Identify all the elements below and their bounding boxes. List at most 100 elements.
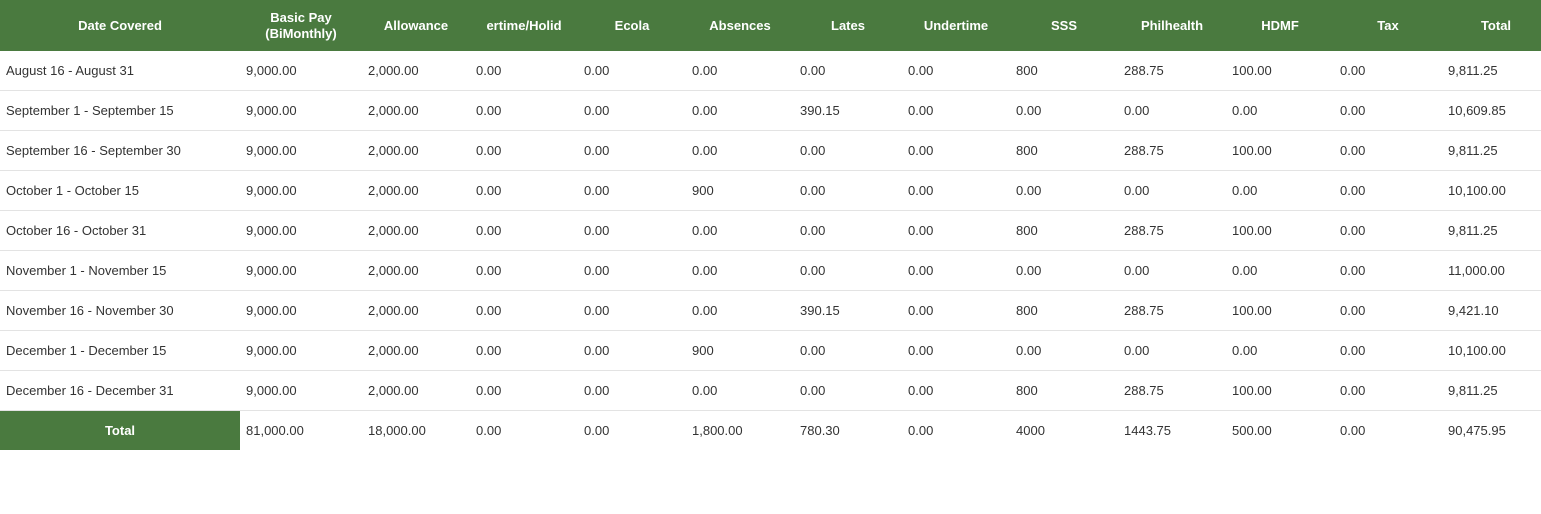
cell-date: November 16 - November 30: [0, 291, 240, 331]
cell-allowance: 2,000.00: [362, 211, 470, 251]
cell-sss: 800: [1010, 291, 1118, 331]
cell-date: September 16 - September 30: [0, 131, 240, 171]
cell-hdmf: 100.00: [1226, 371, 1334, 411]
total-philhealth: 1443.75: [1118, 411, 1226, 451]
cell-date: September 1 - September 15: [0, 91, 240, 131]
table-row[interactable]: October 16 - October 319,000.002,000.000…: [0, 211, 1541, 251]
cell-ecola: 0.00: [578, 211, 686, 251]
cell-basic: 9,000.00: [240, 251, 362, 291]
cell-date: October 1 - October 15: [0, 171, 240, 211]
cell-total: 11,000.00: [1442, 251, 1541, 291]
total-basic: 81,000.00: [240, 411, 362, 451]
total-lates: 780.30: [794, 411, 902, 451]
cell-sss: 0.00: [1010, 171, 1118, 211]
total-ecola: 0.00: [578, 411, 686, 451]
cell-sss: 800: [1010, 131, 1118, 171]
cell-date: November 1 - November 15: [0, 251, 240, 291]
cell-ecola: 0.00: [578, 131, 686, 171]
total-undertime: 0.00: [902, 411, 1010, 451]
cell-tax: 0.00: [1334, 51, 1442, 91]
cell-ecola: 0.00: [578, 251, 686, 291]
total-total: 90,475.95: [1442, 411, 1541, 451]
cell-undertime: 0.00: [902, 91, 1010, 131]
cell-philhealth: 288.75: [1118, 211, 1226, 251]
cell-total: 9,421.10: [1442, 291, 1541, 331]
table-row[interactable]: October 1 - October 159,000.002,000.000.…: [0, 171, 1541, 211]
cell-undertime: 0.00: [902, 371, 1010, 411]
cell-philhealth: 288.75: [1118, 131, 1226, 171]
cell-allowance: 2,000.00: [362, 131, 470, 171]
cell-total: 10,100.00: [1442, 331, 1541, 371]
cell-ecola: 0.00: [578, 371, 686, 411]
cell-sss: 800: [1010, 51, 1118, 91]
col-overtime: ertime/Holid: [470, 0, 578, 51]
table-row[interactable]: December 16 - December 319,000.002,000.0…: [0, 371, 1541, 411]
cell-hdmf: 0.00: [1226, 251, 1334, 291]
col-lates: Lates: [794, 0, 902, 51]
cell-lates: 0.00: [794, 331, 902, 371]
payroll-table-head: Date Covered Basic Pay (BiMonthly) Allow…: [0, 0, 1541, 51]
total-absences: 1,800.00: [686, 411, 794, 451]
cell-allowance: 2,000.00: [362, 331, 470, 371]
cell-hdmf: 100.00: [1226, 51, 1334, 91]
cell-basic: 9,000.00: [240, 131, 362, 171]
table-row[interactable]: November 16 - November 309,000.002,000.0…: [0, 291, 1541, 331]
cell-total: 10,100.00: [1442, 171, 1541, 211]
cell-overtime: 0.00: [470, 331, 578, 371]
cell-overtime: 0.00: [470, 171, 578, 211]
col-basic-pay: Basic Pay (BiMonthly): [240, 0, 362, 51]
cell-absences: 0.00: [686, 131, 794, 171]
payroll-header-row: Date Covered Basic Pay (BiMonthly) Allow…: [0, 0, 1541, 51]
cell-tax: 0.00: [1334, 131, 1442, 171]
col-date-covered: Date Covered: [0, 0, 240, 51]
cell-allowance: 2,000.00: [362, 51, 470, 91]
cell-absences: 900: [686, 331, 794, 371]
table-row[interactable]: August 16 - August 319,000.002,000.000.0…: [0, 51, 1541, 91]
cell-absences: 0.00: [686, 211, 794, 251]
cell-date: August 16 - August 31: [0, 51, 240, 91]
col-absences: Absences: [686, 0, 794, 51]
cell-philhealth: 0.00: [1118, 251, 1226, 291]
table-row[interactable]: September 1 - September 159,000.002,000.…: [0, 91, 1541, 131]
table-row[interactable]: September 16 - September 309,000.002,000…: [0, 131, 1541, 171]
cell-allowance: 2,000.00: [362, 251, 470, 291]
cell-total: 9,811.25: [1442, 51, 1541, 91]
cell-philhealth: 0.00: [1118, 171, 1226, 211]
cell-lates: 0.00: [794, 131, 902, 171]
cell-total: 10,609.85: [1442, 91, 1541, 131]
cell-tax: 0.00: [1334, 91, 1442, 131]
col-hdmf: HDMF: [1226, 0, 1334, 51]
cell-ecola: 0.00: [578, 51, 686, 91]
cell-basic: 9,000.00: [240, 51, 362, 91]
cell-basic: 9,000.00: [240, 331, 362, 371]
cell-absences: 900: [686, 171, 794, 211]
cell-tax: 0.00: [1334, 251, 1442, 291]
col-total: Total: [1442, 0, 1541, 51]
payroll-table-body: August 16 - August 319,000.002,000.000.0…: [0, 51, 1541, 450]
cell-lates: 390.15: [794, 91, 902, 131]
total-tax: 0.00: [1334, 411, 1442, 451]
cell-sss: 0.00: [1010, 251, 1118, 291]
total-hdmf: 500.00: [1226, 411, 1334, 451]
cell-absences: 0.00: [686, 371, 794, 411]
cell-basic: 9,000.00: [240, 211, 362, 251]
cell-basic: 9,000.00: [240, 91, 362, 131]
table-row[interactable]: December 1 - December 159,000.002,000.00…: [0, 331, 1541, 371]
table-row[interactable]: November 1 - November 159,000.002,000.00…: [0, 251, 1541, 291]
payroll-table: Date Covered Basic Pay (BiMonthly) Allow…: [0, 0, 1541, 450]
cell-overtime: 0.00: [470, 211, 578, 251]
cell-basic: 9,000.00: [240, 171, 362, 211]
cell-hdmf: 100.00: [1226, 131, 1334, 171]
col-ecola: Ecola: [578, 0, 686, 51]
cell-undertime: 0.00: [902, 331, 1010, 371]
payroll-table-container: Date Covered Basic Pay (BiMonthly) Allow…: [0, 0, 1541, 450]
cell-overtime: 0.00: [470, 291, 578, 331]
cell-absences: 0.00: [686, 91, 794, 131]
cell-overtime: 0.00: [470, 91, 578, 131]
cell-sss: 800: [1010, 371, 1118, 411]
cell-undertime: 0.00: [902, 171, 1010, 211]
cell-hdmf: 0.00: [1226, 91, 1334, 131]
cell-ecola: 0.00: [578, 331, 686, 371]
cell-date: December 1 - December 15: [0, 331, 240, 371]
cell-overtime: 0.00: [470, 51, 578, 91]
